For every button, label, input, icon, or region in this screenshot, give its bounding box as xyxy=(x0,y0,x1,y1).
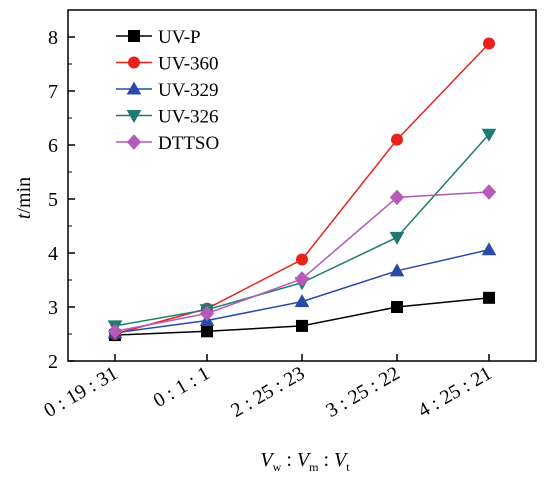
legend-marker xyxy=(126,134,142,150)
data-point xyxy=(296,319,308,332)
x-axis-var-vw: V xyxy=(260,449,275,471)
x-tick-label: 3 : 25 : 22 xyxy=(322,362,403,422)
data-point xyxy=(294,271,310,287)
x-axis-sub-m: m xyxy=(309,460,319,474)
y-tick-label: 4 xyxy=(48,243,58,265)
x-tick-label: 2 : 25 : 23 xyxy=(227,362,308,422)
x-axis-sub-t: t xyxy=(346,460,350,474)
y-axis-title: t/min xyxy=(13,177,35,219)
y-tick-label: 6 xyxy=(48,135,58,157)
x-axis-sub-w: w xyxy=(273,460,282,474)
y-axis-var: t xyxy=(13,213,35,219)
legend-item: UV-329 xyxy=(116,80,219,101)
data-point xyxy=(481,242,497,256)
x-tick-label: 4 : 25 : 21 xyxy=(414,362,495,422)
y-axis-ticks: 2 3 4 5 6 7 8 xyxy=(48,27,75,373)
legend-item: UV-360 xyxy=(116,54,219,75)
y-tick-label: 7 xyxy=(48,81,58,103)
y-tick-label: 3 xyxy=(48,297,58,319)
data-point xyxy=(296,253,308,266)
data-point xyxy=(107,323,123,340)
data-point xyxy=(294,294,310,308)
data-point xyxy=(389,189,405,206)
data-point xyxy=(483,291,495,304)
x-axis-sep: : xyxy=(318,449,334,471)
legend-label: DTTSO xyxy=(158,133,219,154)
y-tick-label: 8 xyxy=(48,27,58,49)
x-tick-label: 0 : 1 : 1 xyxy=(150,362,214,412)
data-point xyxy=(389,231,405,245)
y-tick-label: 2 xyxy=(48,351,58,373)
legend-label: UV-P xyxy=(158,27,201,48)
x-axis-sep: : xyxy=(281,449,297,471)
legend-marker xyxy=(128,56,140,69)
data-point xyxy=(481,128,497,142)
data-point xyxy=(483,37,495,50)
legend-marker xyxy=(128,30,140,42)
legend: UV-P UV-360 UV-329 UV-326 DTTSO xyxy=(116,27,219,154)
x-axis-var-vt: V xyxy=(334,449,349,471)
legend-label: UV-329 xyxy=(158,80,219,101)
data-point xyxy=(391,301,403,313)
legend-item: UV-P xyxy=(116,27,201,48)
legend-item: UV-326 xyxy=(116,107,219,128)
legend-marker xyxy=(126,81,142,95)
y-axis-unit: /min xyxy=(13,177,35,214)
y-tick-label: 5 xyxy=(48,189,58,211)
legend-label: UV-326 xyxy=(158,107,219,128)
data-point xyxy=(389,263,405,277)
x-axis-title: Vw : Vm : Vt xyxy=(260,449,350,474)
legend-item: DTTSO xyxy=(116,133,219,154)
legend-label: UV-360 xyxy=(158,54,219,75)
legend-marker xyxy=(126,110,142,124)
data-point xyxy=(201,325,213,338)
series-layer xyxy=(107,37,497,342)
data-point xyxy=(481,184,497,200)
x-axis-var-vm: V xyxy=(297,449,312,471)
data-point xyxy=(199,305,215,322)
series-dttso xyxy=(107,184,497,340)
data-point xyxy=(391,133,403,146)
